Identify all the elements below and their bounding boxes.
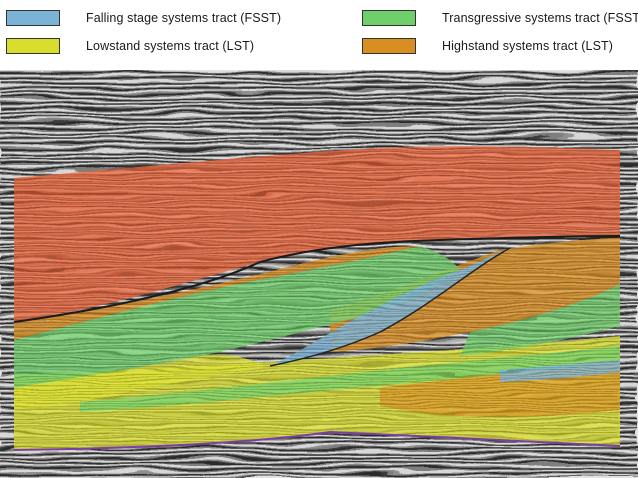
legend-label-fsst: Falling stage systems tract (FSST) [86,11,282,25]
horizons [13,235,621,451]
legend-swatch-lst [6,38,60,54]
legend-item-lst: Lowstand systems tract (LST) [6,38,254,54]
seismic-section [0,70,638,478]
legend-swatch-tst [362,10,416,26]
legend-swatch-hst [362,38,416,54]
legend-swatch-fsst [6,10,60,26]
legend-label-hst: Highstand systems tract (LST) [442,39,614,53]
legend-label-lst: Lowstand systems tract (LST) [86,39,255,53]
seismic-section-svg [0,70,638,478]
legend-item-tst: Transgressive systems tract (FSST) [362,10,638,26]
legend-item-fsst: Falling stage systems tract (FSST) [6,10,281,26]
legend: Falling stage systems tract (FSST) Lowst… [0,0,638,66]
legend-label-tst: Transgressive systems tract (FSST) [442,11,638,25]
legend-item-hst: Highstand systems tract (LST) [362,38,613,54]
